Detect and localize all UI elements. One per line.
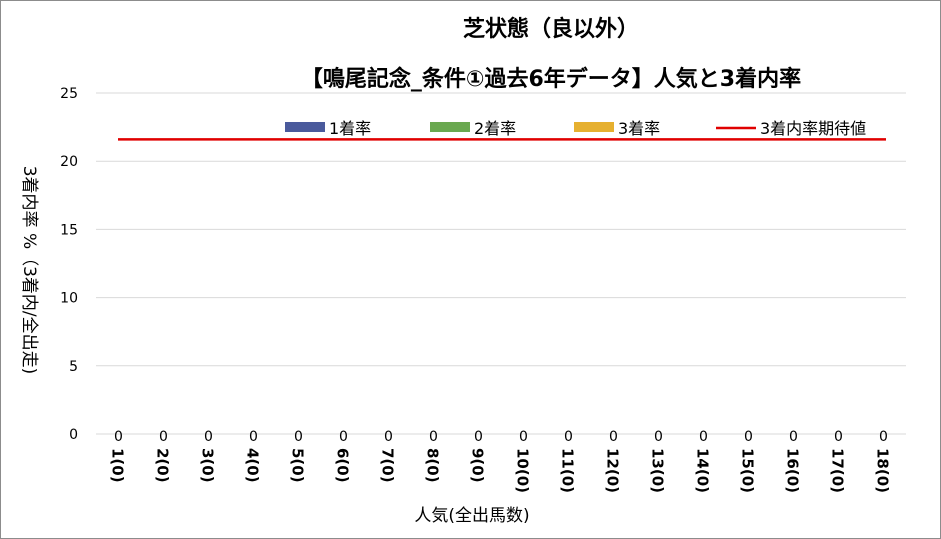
- x-tick-label: 3(0): [199, 448, 217, 483]
- x-tick-label: 1(0): [109, 448, 127, 483]
- data-label: 0: [294, 429, 303, 445]
- legend-label: 2着率: [474, 119, 516, 138]
- data-label: 0: [384, 429, 393, 445]
- x-tick-label: 13(0): [649, 448, 667, 493]
- data-label: 0: [159, 429, 168, 445]
- data-label: 0: [519, 429, 528, 445]
- x-tick-label: 14(0): [694, 448, 712, 493]
- legend-label: 3着率: [618, 119, 660, 138]
- x-tick-label: 6(0): [334, 448, 352, 483]
- x-tick-label: 4(0): [244, 448, 262, 483]
- data-label: 0: [699, 429, 708, 445]
- x-tick-label: 16(0): [784, 448, 802, 493]
- data-label: 0: [744, 429, 753, 445]
- x-axis-title: 人気(全出馬数): [414, 506, 529, 526]
- y-tick-label: 15: [60, 222, 78, 238]
- data-label: 0: [429, 429, 438, 445]
- y-tick-label: 20: [60, 154, 78, 170]
- data-label: 0: [789, 429, 798, 445]
- data-label: 0: [654, 429, 663, 445]
- y-axis-title: 3着内率 %（3着内/全出走): [19, 166, 39, 375]
- gridlines: [96, 92, 906, 435]
- data-label: 0: [564, 429, 573, 445]
- y-tick-label: 25: [60, 86, 78, 102]
- legend-swatch: [430, 122, 470, 132]
- x-tick-label: 5(0): [289, 448, 307, 483]
- data-label: 0: [834, 429, 843, 445]
- legend-label: 3着内率期待値: [760, 119, 866, 138]
- y-tick-label: 10: [60, 291, 78, 307]
- x-tick-label: 12(0): [604, 448, 622, 493]
- x-tick-label: 7(0): [379, 448, 397, 483]
- x-tick-label: 15(0): [739, 448, 757, 493]
- legend-swatch: [285, 122, 325, 132]
- data-label: 0: [339, 429, 348, 445]
- x-tick-label: 9(0): [469, 448, 487, 483]
- data-label: 0: [114, 429, 123, 445]
- data-label: 0: [609, 429, 618, 445]
- chart-subtitle: 【鳴尾記念_条件①過去6年データ】人気と3着内率: [301, 66, 801, 92]
- chart-title: 芝状態（良以外）: [463, 16, 639, 42]
- x-tick-label: 17(0): [829, 448, 847, 493]
- y-axis-ticks: 0 5 10 15 20 25: [60, 86, 78, 443]
- data-label: 0: [879, 429, 888, 445]
- x-tick-label: 8(0): [424, 448, 442, 483]
- data-label: 0: [249, 429, 258, 445]
- x-tick-label: 11(0): [559, 448, 577, 493]
- legend-label: 1着率: [329, 119, 371, 138]
- data-labels: 0 0 0 0 0 0 0 0 0 0 0 0 0 0 0 0 0 0: [114, 429, 888, 445]
- x-tick-label: 10(0): [514, 448, 532, 493]
- data-label: 0: [204, 429, 213, 445]
- data-label: 0: [474, 429, 483, 445]
- legend: 1着率 2着率 3着率 3着内率期待値: [285, 119, 866, 138]
- y-tick-label: 0: [69, 427, 78, 443]
- y-tick-label: 5: [69, 359, 78, 375]
- x-tick-label: 18(0): [874, 448, 892, 493]
- x-tick-label: 2(0): [154, 448, 172, 483]
- x-axis-categories: 1(0) 2(0) 3(0) 4(0) 5(0) 6(0) 7(0) 8(0) 9(0) 10(0…: [109, 448, 892, 493]
- legend-swatch: [574, 122, 614, 132]
